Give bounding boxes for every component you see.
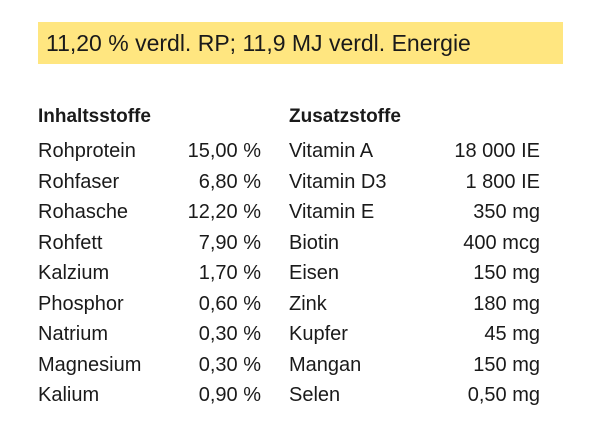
ingredient-value: 12,20 % [187,201,261,223]
energy-banner-text: 11,20 % verdl. RP; 11,9 MJ verdl. Energi… [46,29,471,56]
additive-name: Vitamin A [289,140,374,162]
additive-name: Eisen [289,262,340,284]
additive-name: Biotin [289,231,340,254]
additives-header: Zusatzstoffe [289,106,401,127]
ingredient-name: Rohasche [38,201,129,223]
ingredient-value: 6,80 % [198,170,261,193]
ingredient-value: 0,90 % [198,384,261,406]
ingredient-name: Kalium [38,384,100,406]
additive-amount: 400 mcg [463,231,540,254]
additive-amount: 180 mg [473,292,540,315]
additive-name: Vitamin D3 [289,170,387,193]
additive-amount: 150 mg [473,353,540,376]
ingredients-header: Inhaltsstoffe [38,106,151,127]
ingredient-name: Magnesium [38,353,142,376]
additive-name: Zink [289,292,327,315]
additive-amount: 45 mg [484,323,540,345]
additive-name: Vitamin E [289,201,375,223]
table-row: Rohprotein 15,00 % Vitamin A 18 000 IE [38,136,558,167]
additive-amount: 18 000 IE [454,140,540,162]
ingredient-name: Rohfaser [38,170,120,193]
additive-amount: 350 mg [473,201,540,223]
ingredient-value: 0,30 % [198,353,261,376]
ingredient-value: 1,70 % [198,262,261,284]
ingredient-value: 0,60 % [198,292,261,315]
ingredient-value: 7,90 % [198,231,261,254]
table-row: Magnesium 0,30 % Mangan 150 mg [38,350,558,381]
nutrient-table: Inhaltsstoffe Zusatzstoffe Rohprotein 15,… [38,104,558,411]
table-row: Phosphor 0,60 % Zink 180 mg [38,289,558,320]
table-row: Kalium 0,90 % Selen 0,50 mg [38,380,558,411]
table-header-row: Inhaltsstoffe Zusatzstoffe [38,104,558,136]
ingredient-name: Rohprotein [38,140,136,162]
ingredient-value: 0,30 % [198,323,261,345]
table-row: Rohfaser 6,80 % Vitamin D3 1 800 IE [38,167,558,198]
table-row: Rohasche 12,20 % Vitamin E 350 mg [38,197,558,228]
ingredient-name: Natrium [38,323,109,345]
additive-amount: 0,50 mg [467,384,540,406]
table-row: Rohfett 7,90 % Biotin 400 mcg [38,228,558,259]
additive-amount: 1 800 IE [465,170,540,193]
additive-name: Kupfer [289,323,348,345]
ingredient-name: Phosphor [38,292,124,315]
energy-banner: 11,20 % verdl. RP; 11,9 MJ verdl. Energi… [38,22,563,64]
ingredient-value: 15,00 % [187,140,261,162]
ingredient-name: Kalzium [38,262,110,284]
table-body: Rohprotein 15,00 % Vitamin A 18 000 IE Rohfa… [38,136,558,411]
table-row: Natrium 0,30 % Kupfer 45 mg [38,319,558,350]
ingredient-name: Rohfett [38,231,103,254]
table-row: Kalzium 1,70 % Eisen 150 mg [38,258,558,289]
additive-name: Selen [289,384,341,406]
additive-name: Mangan [289,353,362,376]
additive-amount: 150 mg [473,262,540,284]
